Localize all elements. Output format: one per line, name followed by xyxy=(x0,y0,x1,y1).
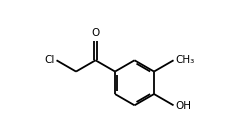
Text: CH₃: CH₃ xyxy=(176,55,195,65)
Text: O: O xyxy=(91,27,100,38)
Text: Cl: Cl xyxy=(44,55,54,65)
Text: OH: OH xyxy=(176,101,192,111)
